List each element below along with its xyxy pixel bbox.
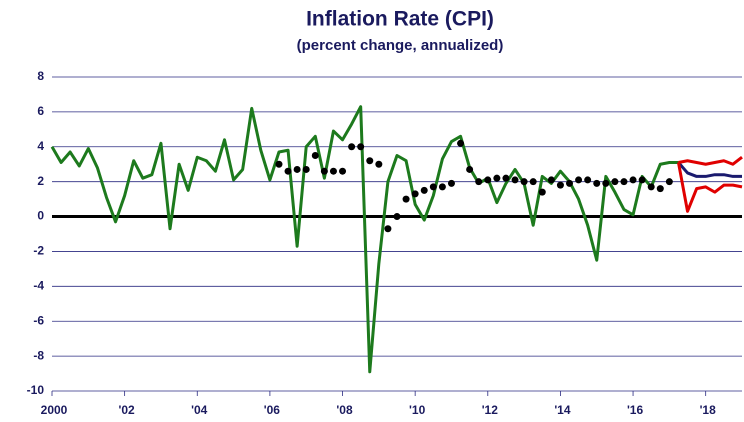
data-dot bbox=[665, 178, 673, 186]
data-dot bbox=[348, 143, 356, 151]
data-dot bbox=[647, 183, 655, 191]
data-dot bbox=[566, 179, 573, 187]
x-tick-label: '02 bbox=[119, 403, 136, 417]
data-dot bbox=[538, 188, 546, 196]
data-dot bbox=[420, 186, 428, 194]
data-dot bbox=[411, 190, 419, 198]
data-dot bbox=[511, 176, 519, 184]
data-dot bbox=[638, 176, 646, 184]
data-dot bbox=[357, 143, 365, 151]
data-dot bbox=[457, 139, 465, 147]
x-tick-label: '04 bbox=[191, 403, 208, 417]
x-tick-label: '14 bbox=[554, 403, 571, 417]
data-dot bbox=[656, 185, 664, 193]
y-tick-label: -10 bbox=[27, 383, 45, 397]
chart-subtitle: (percent change, annualized) bbox=[297, 37, 504, 54]
data-line bbox=[50, 105, 679, 374]
chart-title: Inflation Rate (CPI) bbox=[306, 8, 494, 31]
data-dot bbox=[284, 167, 292, 175]
data-dot bbox=[466, 165, 474, 173]
x-tick-label: '10 bbox=[409, 403, 426, 417]
data-dot bbox=[429, 183, 437, 191]
data-line bbox=[678, 156, 743, 166]
data-dot bbox=[375, 160, 383, 168]
data-dot bbox=[402, 195, 410, 203]
y-tick-label: -6 bbox=[33, 313, 44, 327]
data-dot bbox=[584, 176, 592, 184]
y-tick-label: -8 bbox=[33, 348, 44, 362]
data-dot bbox=[329, 167, 337, 175]
data-dot bbox=[275, 160, 283, 168]
data-line bbox=[676, 162, 743, 213]
data-dot bbox=[629, 176, 637, 184]
data-dot bbox=[529, 178, 537, 186]
x-tick-label: '18 bbox=[700, 403, 717, 417]
data-dot bbox=[393, 213, 401, 221]
data-dot bbox=[438, 183, 446, 191]
data-dot bbox=[447, 179, 455, 187]
data-dot bbox=[556, 181, 564, 189]
data-dot bbox=[475, 178, 483, 186]
data-dot bbox=[366, 157, 374, 165]
data-dot bbox=[602, 179, 610, 187]
data-line bbox=[677, 161, 742, 178]
y-tick-label: 2 bbox=[37, 174, 44, 188]
data-dot bbox=[502, 174, 510, 182]
data-dot bbox=[384, 225, 392, 233]
data-dot bbox=[320, 167, 328, 175]
data-dot bbox=[293, 165, 301, 173]
y-tick-label: -2 bbox=[33, 244, 44, 258]
data-dot bbox=[339, 167, 347, 175]
data-dot bbox=[547, 176, 555, 184]
y-tick-label: -4 bbox=[33, 279, 44, 293]
data-dot bbox=[493, 174, 501, 182]
data-dot bbox=[302, 165, 310, 173]
x-tick-label: '12 bbox=[482, 403, 499, 417]
y-tick-label: 6 bbox=[37, 104, 44, 118]
data-dot bbox=[520, 178, 528, 186]
y-tick-label: 8 bbox=[37, 69, 44, 83]
data-dot bbox=[593, 179, 601, 187]
x-tick-label: 2000 bbox=[41, 403, 68, 417]
data-dot bbox=[311, 152, 319, 159]
data-dot bbox=[611, 178, 619, 186]
y-tick-label: 0 bbox=[37, 209, 44, 223]
data-dot bbox=[620, 178, 628, 186]
data-dot bbox=[575, 176, 583, 184]
x-tick-label: '08 bbox=[336, 403, 353, 417]
x-tick-label: '06 bbox=[264, 403, 281, 417]
x-tick-label: '16 bbox=[627, 403, 644, 417]
y-tick-label: 4 bbox=[37, 139, 44, 153]
data-dot bbox=[484, 176, 492, 184]
